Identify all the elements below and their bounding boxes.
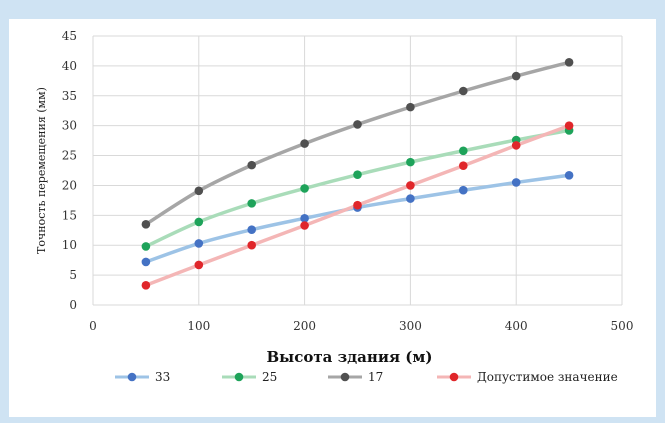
data-point-series-2 — [141, 242, 151, 251]
chart-grid — [92, 35, 623, 306]
y-tick-label: 30 — [62, 119, 77, 133]
x-tick-label: 400 — [505, 319, 528, 333]
legend-entry-label: 33 — [155, 370, 170, 384]
data-point-series-3 — [194, 186, 204, 196]
data-point-series-1 — [194, 239, 204, 248]
legend-swatch-marker — [340, 372, 350, 382]
data-point-series-3 — [406, 102, 415, 112]
data-point-series-3 — [141, 220, 151, 229]
x-axis-ticks: 0 100 200 300 400 500 — [89, 319, 633, 333]
y-tick-label: 40 — [62, 59, 77, 73]
data-point-series-4 — [300, 221, 309, 230]
line-chart: 0 100 200 300 400 500 0 5 10 15 20 25 30 35 40 45 Высо… — [35, 29, 633, 384]
legend-swatch-marker — [127, 372, 137, 382]
data-point-series-2 — [194, 217, 204, 227]
data-point-series-4 — [353, 200, 362, 210]
y-tick-label: 5 — [69, 268, 77, 282]
x-tick-label: 0 — [89, 319, 97, 333]
data-point-series-2 — [459, 146, 468, 156]
legend-entry-label: Допустимое значение — [477, 370, 618, 384]
data-point-series-1 — [564, 170, 574, 180]
data-point-series-3 — [300, 139, 309, 148]
y-tick-label: 25 — [62, 149, 77, 163]
chart-legend: 33 25 17 Допустимое значение — [115, 370, 618, 384]
data-point-series-4 — [564, 121, 574, 130]
y-tick-label: 15 — [62, 208, 77, 222]
legend-swatch-marker — [449, 372, 459, 382]
data-point-series-3 — [459, 86, 468, 96]
chart-panel: 0 100 200 300 400 500 0 5 10 15 20 25 30 35 40 45 Высо… — [9, 19, 656, 417]
series-points — [141, 58, 574, 290]
data-point-series-4 — [247, 240, 256, 250]
y-axis-title: Точность перемещения (мм) — [35, 87, 48, 254]
legend-entry-label: 17 — [368, 370, 383, 384]
data-point-series-1 — [300, 214, 309, 223]
x-tick-label: 500 — [611, 319, 634, 333]
data-point-series-2 — [247, 199, 256, 208]
x-tick-label: 300 — [399, 319, 422, 333]
data-point-series-3 — [247, 160, 256, 170]
data-point-series-4 — [194, 260, 204, 270]
data-point-series-2 — [406, 157, 415, 167]
data-point-series-4 — [406, 181, 415, 190]
legend-entry-label: 25 — [262, 370, 277, 384]
data-point-series-1 — [459, 185, 468, 195]
data-point-series-1 — [511, 178, 521, 187]
data-point-series-4 — [511, 141, 521, 150]
data-point-series-4 — [141, 280, 151, 290]
y-axis-ticks: 0 5 10 15 20 25 30 35 40 45 — [62, 29, 77, 312]
data-point-series-3 — [511, 71, 521, 81]
x-tick-label: 100 — [187, 319, 210, 333]
y-tick-label: 0 — [69, 298, 77, 312]
data-point-series-1 — [247, 225, 256, 234]
legend-swatch-marker — [234, 372, 244, 382]
data-point-series-3 — [353, 120, 362, 129]
y-tick-label: 10 — [62, 238, 77, 252]
data-point-series-4 — [459, 161, 468, 171]
x-tick-label: 200 — [293, 319, 316, 333]
data-point-series-3 — [564, 58, 574, 67]
y-tick-label: 45 — [62, 29, 77, 43]
x-axis-title: Высота здания (м) — [266, 348, 432, 366]
data-point-series-2 — [353, 170, 362, 179]
y-tick-label: 20 — [62, 178, 77, 192]
data-point-series-1 — [406, 194, 415, 203]
data-point-series-2 — [300, 184, 309, 193]
y-tick-label: 35 — [62, 89, 77, 103]
data-point-series-1 — [141, 257, 151, 267]
